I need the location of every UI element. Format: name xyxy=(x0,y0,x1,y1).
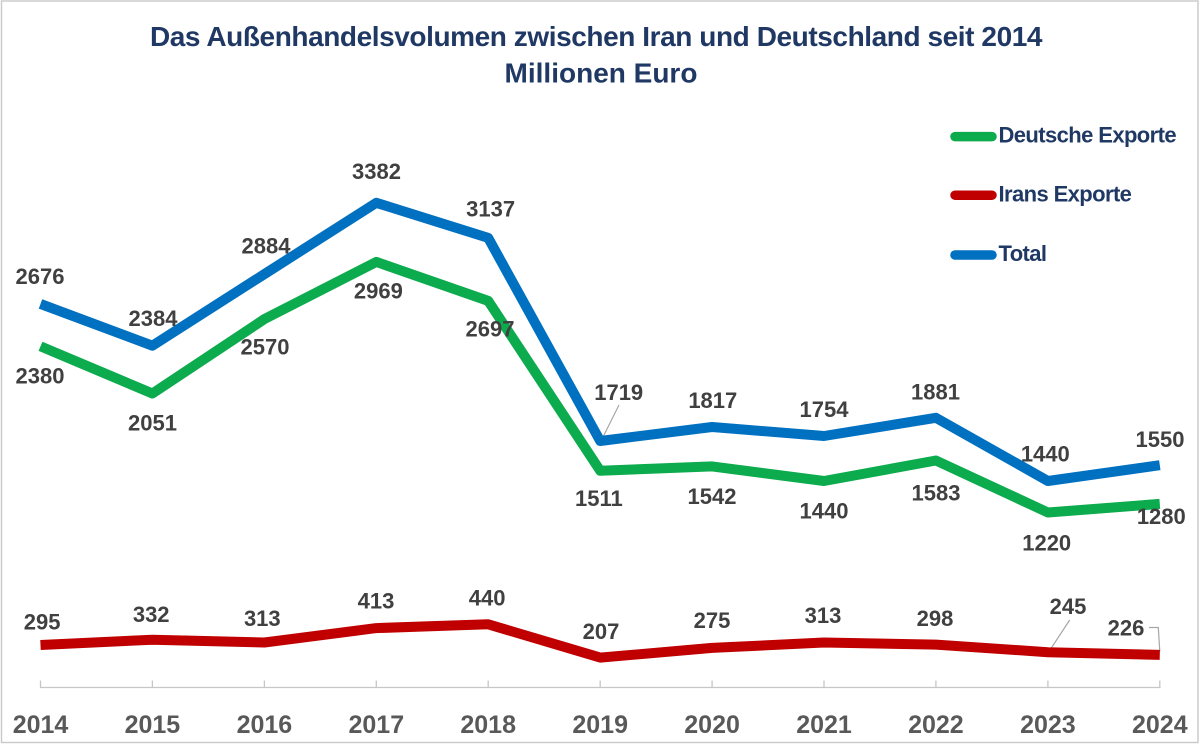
svg-text:1220: 1220 xyxy=(1022,531,1071,556)
svg-text:1719: 1719 xyxy=(594,380,643,405)
svg-text:226: 226 xyxy=(1108,615,1145,640)
svg-text:313: 313 xyxy=(244,606,281,631)
svg-text:Irans Exporte: Irans Exporte xyxy=(999,181,1132,206)
svg-text:2384: 2384 xyxy=(129,306,179,331)
svg-text:1440: 1440 xyxy=(800,499,849,524)
svg-text:1542: 1542 xyxy=(688,484,737,509)
svg-text:1511: 1511 xyxy=(575,486,623,511)
svg-text:2017: 2017 xyxy=(348,711,404,739)
svg-text:2024: 2024 xyxy=(1132,711,1188,739)
svg-text:413: 413 xyxy=(358,589,395,614)
svg-text:1280: 1280 xyxy=(1137,504,1186,529)
svg-text:Total: Total xyxy=(999,241,1047,266)
svg-text:2023: 2023 xyxy=(1020,711,1076,739)
svg-text:313: 313 xyxy=(805,603,842,628)
svg-text:Deutsche Exporte: Deutsche Exporte xyxy=(999,123,1177,148)
svg-text:2022: 2022 xyxy=(908,711,964,739)
svg-text:1583: 1583 xyxy=(912,481,961,506)
svg-text:2019: 2019 xyxy=(572,711,628,739)
svg-text:2380: 2380 xyxy=(16,364,65,389)
svg-text:2015: 2015 xyxy=(125,711,181,739)
svg-text:1817: 1817 xyxy=(688,388,737,413)
svg-text:298: 298 xyxy=(917,606,954,631)
svg-text:2884: 2884 xyxy=(242,234,292,259)
svg-text:2969: 2969 xyxy=(354,279,403,304)
svg-text:2697: 2697 xyxy=(466,317,515,342)
svg-text:1881: 1881 xyxy=(911,379,960,404)
svg-text:2676: 2676 xyxy=(16,264,65,289)
svg-text:3382: 3382 xyxy=(352,159,401,184)
svg-text:2014: 2014 xyxy=(13,711,69,739)
svg-text:275: 275 xyxy=(694,608,731,633)
svg-text:2016: 2016 xyxy=(237,711,293,739)
svg-text:1754: 1754 xyxy=(800,397,850,422)
svg-text:1440: 1440 xyxy=(1021,442,1070,467)
svg-text:332: 332 xyxy=(133,602,170,627)
svg-text:Millionen Euro: Millionen Euro xyxy=(505,58,698,89)
svg-text:2018: 2018 xyxy=(460,711,516,739)
svg-text:1550: 1550 xyxy=(1136,427,1185,452)
svg-text:207: 207 xyxy=(583,619,620,644)
svg-text:295: 295 xyxy=(24,609,61,634)
svg-text:245: 245 xyxy=(1050,594,1087,619)
svg-text:440: 440 xyxy=(469,585,506,610)
svg-text:2021: 2021 xyxy=(796,711,852,739)
svg-text:2020: 2020 xyxy=(684,711,740,739)
svg-text:3137: 3137 xyxy=(466,196,515,221)
svg-text:2570: 2570 xyxy=(241,334,290,359)
svg-text:2051: 2051 xyxy=(128,410,177,435)
svg-text:Das Außenhandelsvolumen zwisch: Das Außenhandelsvolumen zwischen Iran un… xyxy=(150,21,1043,52)
